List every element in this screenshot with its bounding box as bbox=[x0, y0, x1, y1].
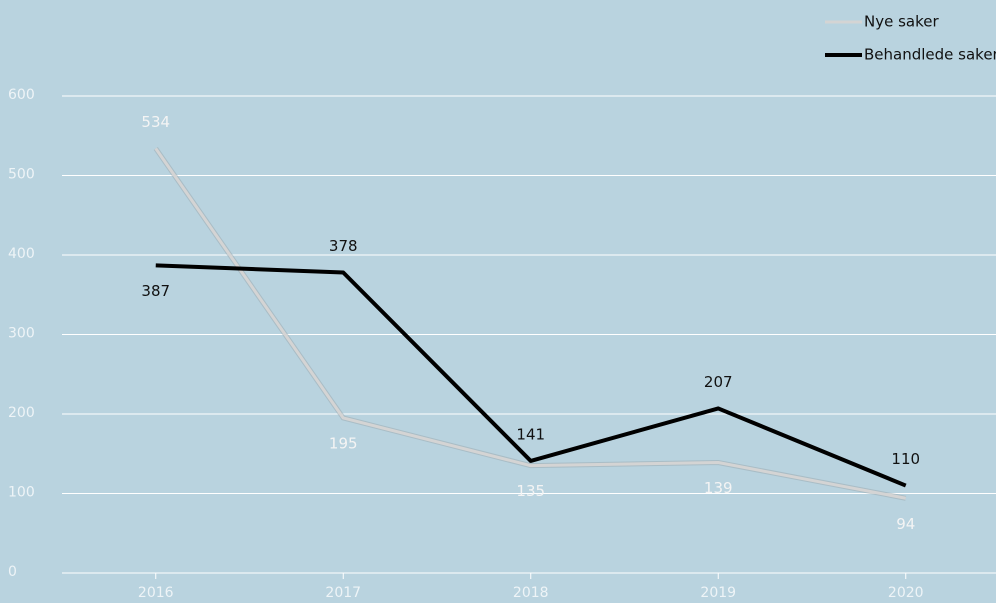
y-tick-label: 400 bbox=[8, 246, 35, 262]
data-label: 135 bbox=[516, 482, 545, 500]
y-tick-label: 100 bbox=[8, 485, 35, 501]
legend-label: Nye saker bbox=[864, 13, 939, 31]
x-tick-label: 2016 bbox=[138, 585, 174, 601]
data-label: 378 bbox=[329, 237, 358, 255]
data-label: 195 bbox=[329, 434, 358, 452]
y-tick-label: 300 bbox=[8, 326, 35, 342]
data-label: 110 bbox=[891, 450, 920, 468]
data-label: 387 bbox=[141, 282, 170, 300]
data-label: 139 bbox=[704, 479, 733, 497]
series-line bbox=[154, 147, 907, 500]
series-line bbox=[155, 263, 907, 488]
data-label: 141 bbox=[516, 425, 545, 443]
data-label: 207 bbox=[704, 373, 733, 391]
legend-label: Behandlede saker bbox=[864, 46, 996, 64]
y-tick-label: 200 bbox=[8, 405, 35, 421]
series-shadow bbox=[153, 147, 907, 501]
data-label: 94 bbox=[896, 515, 915, 533]
data-label: 534 bbox=[141, 113, 170, 131]
x-tick-label: 2017 bbox=[325, 585, 361, 601]
x-tick-label: 2019 bbox=[700, 585, 736, 601]
x-tick-label: 2020 bbox=[888, 585, 924, 601]
y-tick-label: 500 bbox=[8, 167, 35, 183]
x-tick-label: 2018 bbox=[513, 585, 549, 601]
y-tick-label: 600 bbox=[8, 87, 35, 103]
y-tick-label: 0 bbox=[8, 564, 17, 580]
